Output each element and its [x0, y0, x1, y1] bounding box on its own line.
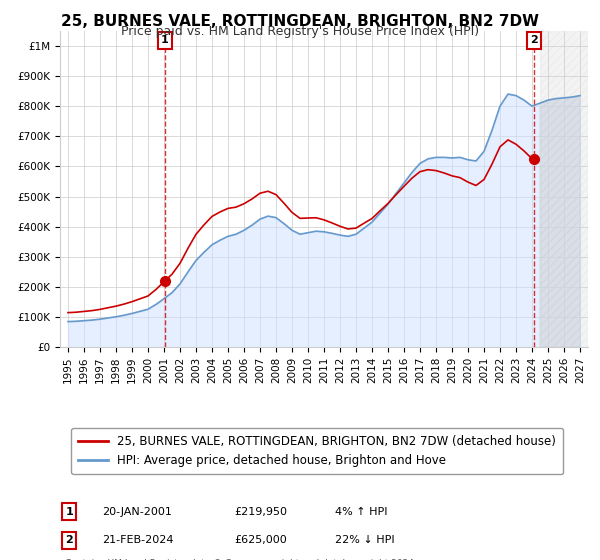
Text: £625,000: £625,000 — [234, 535, 287, 545]
Text: Price paid vs. HM Land Registry's House Price Index (HPI): Price paid vs. HM Land Registry's House … — [121, 25, 479, 38]
Legend: 25, BURNES VALE, ROTTINGDEAN, BRIGHTON, BN2 7DW (detached house), HPI: Average p: 25, BURNES VALE, ROTTINGDEAN, BRIGHTON, … — [71, 428, 563, 474]
Text: Contains HM Land Registry data © Crown copyright and database right 2024.
This d: Contains HM Land Registry data © Crown c… — [65, 559, 417, 560]
Text: 21-FEB-2024: 21-FEB-2024 — [102, 535, 174, 545]
Text: 22% ↓ HPI: 22% ↓ HPI — [335, 535, 394, 545]
Text: £219,950: £219,950 — [234, 507, 287, 517]
Text: 2: 2 — [65, 535, 73, 545]
Text: 1: 1 — [161, 35, 169, 45]
Text: 1: 1 — [65, 507, 73, 517]
Text: 2: 2 — [530, 35, 538, 45]
Text: 25, BURNES VALE, ROTTINGDEAN, BRIGHTON, BN2 7DW: 25, BURNES VALE, ROTTINGDEAN, BRIGHTON, … — [61, 14, 539, 29]
Text: 4% ↑ HPI: 4% ↑ HPI — [335, 507, 387, 517]
Text: 20-JAN-2001: 20-JAN-2001 — [102, 507, 172, 517]
